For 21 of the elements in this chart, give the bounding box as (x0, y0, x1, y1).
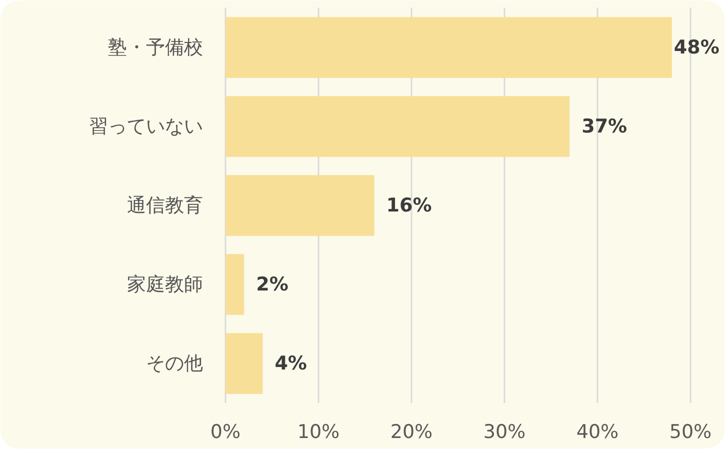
bar (226, 254, 244, 315)
y-tick-label: 習っていない (89, 116, 203, 138)
x-tick-label: 10% (297, 421, 340, 443)
y-tick-label: 家庭教師 (127, 274, 203, 296)
data-label: 37% (582, 116, 628, 138)
x-tick-label: 30% (483, 421, 526, 443)
bar (226, 333, 263, 394)
bar (226, 17, 672, 78)
data-label: 16% (386, 194, 432, 216)
bar (226, 175, 374, 236)
data-label: 48% (674, 36, 720, 58)
x-tick-label: 40% (576, 421, 619, 443)
data-label: 4% (274, 352, 307, 374)
x-tick-label: 0% (210, 421, 241, 443)
y-tick-label: 塾・予備校 (108, 36, 203, 58)
y-tick-label: 通信教育 (127, 194, 203, 216)
data-label: 2% (256, 274, 288, 296)
x-tick-label: 20% (390, 421, 433, 443)
y-tick-label: その他 (146, 352, 203, 374)
bar (226, 96, 570, 157)
x-tick-label: 50% (669, 421, 712, 443)
